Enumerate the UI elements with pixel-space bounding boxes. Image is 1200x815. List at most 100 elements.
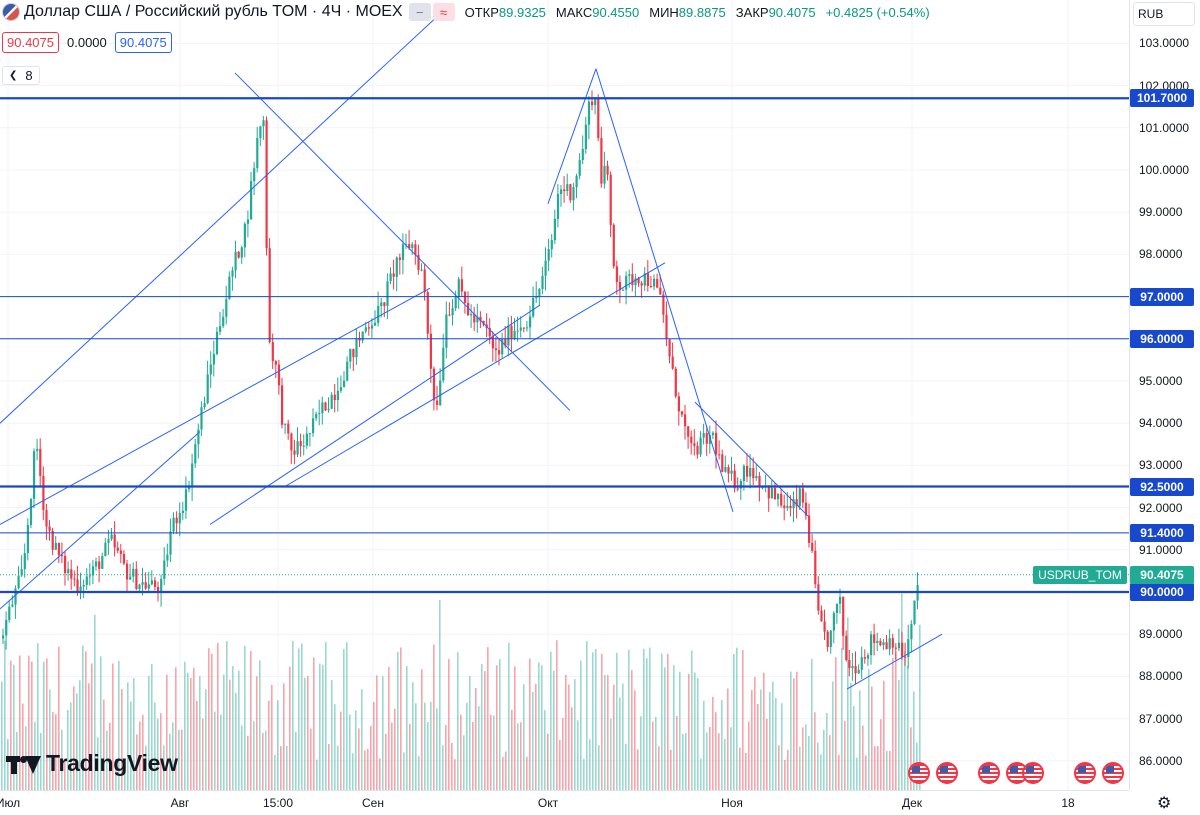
tradingview-logo[interactable]: TradingView <box>6 750 178 777</box>
us-flag-economic-event-icon[interactable] <box>1022 762 1044 784</box>
volume-bar <box>607 675 609 790</box>
volume-bar <box>523 684 525 790</box>
candle-body <box>910 624 913 640</box>
volume-bar <box>898 679 900 790</box>
volume-bar <box>256 676 258 790</box>
candle-body <box>157 586 160 593</box>
candle-body <box>656 278 659 288</box>
volume-bar <box>568 684 570 790</box>
volume-bar <box>331 679 333 790</box>
volume-bar <box>385 734 387 790</box>
candle-body <box>17 575 20 589</box>
candle-body <box>367 327 370 329</box>
volume-bar <box>7 739 9 790</box>
volume-bar <box>778 745 780 790</box>
candle-body <box>352 349 355 358</box>
candle-body <box>550 240 553 250</box>
us-flag-economic-event-icon[interactable] <box>1102 762 1124 784</box>
us-flag-economic-event-icon[interactable] <box>1074 762 1096 784</box>
volume-bar <box>649 647 651 790</box>
volume-bar <box>676 715 678 790</box>
volume-bar <box>622 683 624 790</box>
volume-bar <box>301 643 303 790</box>
volume-bar <box>505 751 507 790</box>
volume-bar <box>553 670 555 790</box>
volume-bar <box>451 742 453 790</box>
volume-bar <box>250 650 252 790</box>
time-axis[interactable]: Июл Авг 15:00 Сен Окт Ноя Дек 18 <box>0 790 1129 815</box>
candle-body <box>811 542 814 551</box>
candle-body <box>377 306 380 323</box>
candle-body <box>820 610 823 622</box>
candle-body <box>814 550 817 585</box>
candle-body <box>857 669 860 674</box>
bid-price[interactable]: 90.4075 <box>2 32 59 53</box>
volume-bar <box>145 745 147 790</box>
time-tick-label: 15:00 <box>262 796 294 810</box>
price-axis[interactable]: 86.0000 87.0000 88.0000 89.0000 90.0000 91.00… <box>1129 0 1200 790</box>
chart-plot-area[interactable] <box>0 0 1129 790</box>
currency-selector[interactable]: RUB <box>1133 2 1195 26</box>
volume-bar <box>415 703 417 790</box>
volume-bar <box>652 721 654 790</box>
candle-body <box>879 640 882 646</box>
volume-bar <box>826 713 828 790</box>
candle-body <box>891 638 894 648</box>
us-flag-economic-event-icon[interactable] <box>936 762 958 784</box>
candle-body <box>45 510 48 527</box>
volume-bar <box>460 714 462 790</box>
candle-body <box>575 175 578 188</box>
candle-body <box>392 273 395 277</box>
gear-icon[interactable]: ⚙ <box>1157 795 1172 812</box>
volume-bar <box>334 704 336 790</box>
candle-body <box>389 273 392 282</box>
approx-icon[interactable]: ≈ <box>432 3 455 21</box>
volume-bar <box>547 733 549 790</box>
us-flag-economic-event-icon[interactable] <box>908 762 930 784</box>
candle-body <box>225 299 228 317</box>
volume-bar <box>373 701 375 790</box>
trendline <box>284 262 666 487</box>
volume-bar <box>667 653 669 790</box>
candle-body <box>8 606 11 621</box>
volume-bar <box>661 653 663 790</box>
candle-body <box>57 542 60 555</box>
volume-bar <box>817 742 819 790</box>
volume-bar <box>355 710 357 790</box>
us-flag-economic-event-icon[interactable] <box>978 762 1000 784</box>
candle-body <box>591 101 594 106</box>
candle-body <box>842 596 845 636</box>
symbol-title[interactable]: Доллар США / Российский рубль TOM · 4Ч ·… <box>24 3 403 20</box>
ask-price[interactable]: 90.4075 <box>114 32 172 53</box>
candle-body <box>749 468 752 477</box>
volume-bar <box>184 661 186 790</box>
volume-bar <box>919 624 921 790</box>
candle-body <box>110 534 113 540</box>
minus-icon[interactable]: − <box>408 3 431 21</box>
volume-bar <box>712 696 714 790</box>
volume-bar <box>799 746 801 790</box>
volume-bar <box>13 664 15 790</box>
volume-bar <box>721 699 723 790</box>
volume-bar <box>181 729 183 790</box>
volume-bar <box>511 709 513 790</box>
candle-body <box>597 98 600 138</box>
volume-bar <box>400 647 402 790</box>
volume-bar <box>112 663 114 790</box>
volume-bar <box>55 714 57 790</box>
candle-body <box>383 302 386 306</box>
candle-body <box>578 160 581 176</box>
chart-svg[interactable] <box>0 0 1129 790</box>
candle-body <box>522 327 525 329</box>
candle-body <box>64 555 67 574</box>
candle-body <box>727 467 730 474</box>
volume-bar <box>133 678 135 790</box>
volume-bar <box>658 746 660 790</box>
candle-body <box>144 582 147 589</box>
candle-body <box>457 279 460 298</box>
indicators-toggle[interactable]: ❮ 8 <box>2 66 40 85</box>
volume-bar <box>397 652 399 790</box>
volume-bar <box>169 733 171 790</box>
candle-body <box>172 517 175 532</box>
volume-bar <box>559 740 561 790</box>
